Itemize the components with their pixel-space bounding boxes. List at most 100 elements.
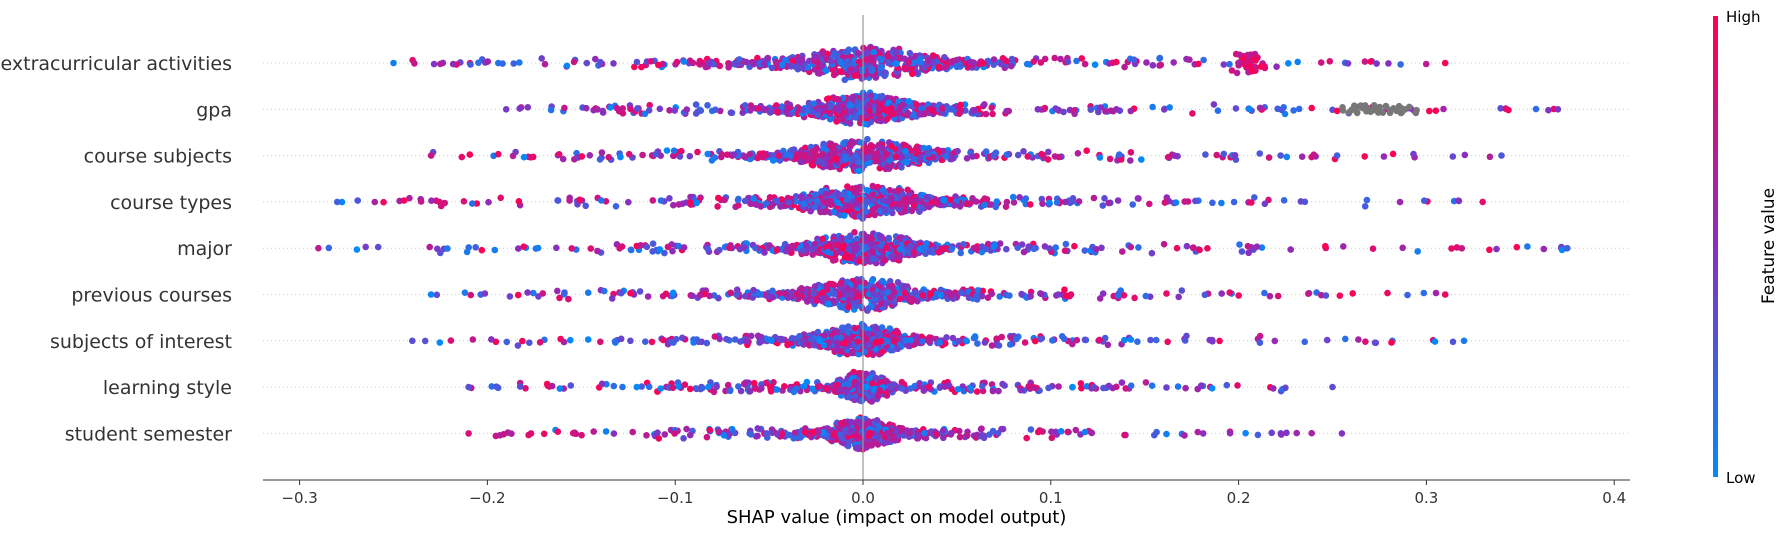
shap-point	[1164, 153, 1172, 161]
shap-point	[1277, 152, 1284, 159]
shap-point	[716, 62, 724, 70]
shap-point	[449, 60, 457, 68]
shap-point	[993, 335, 1000, 343]
shap-point	[441, 199, 449, 207]
shap-point	[752, 385, 759, 392]
shap-point	[909, 70, 916, 78]
shap-point	[841, 339, 849, 347]
shap-point	[1045, 148, 1052, 156]
shap-point	[1063, 292, 1070, 300]
shap-point	[1232, 105, 1240, 112]
shap-point	[746, 387, 754, 395]
shap-point	[1305, 290, 1312, 298]
shap-point	[681, 381, 689, 389]
shap-point	[1081, 336, 1089, 344]
shap-point	[1024, 153, 1031, 160]
shap-point	[631, 63, 638, 71]
shap-point	[1226, 60, 1233, 68]
shap-point	[1265, 154, 1273, 161]
shap-point	[1129, 201, 1136, 208]
shap-point	[989, 110, 996, 118]
shap-point	[855, 167, 863, 175]
shap-point	[1441, 291, 1449, 298]
shap-point	[1127, 382, 1135, 390]
shap-point	[1027, 201, 1034, 208]
shap-point	[888, 252, 895, 260]
shap-point	[1127, 107, 1135, 115]
shap-point	[1301, 338, 1308, 346]
shap-point	[759, 153, 766, 161]
shap-point	[907, 197, 914, 204]
shap-point	[673, 58, 681, 66]
shap-point	[750, 286, 757, 294]
shap-point	[865, 305, 872, 312]
shap-point	[855, 103, 862, 110]
shap-point	[693, 199, 700, 207]
shap-point	[481, 290, 489, 297]
shap-point	[1213, 151, 1220, 159]
shap-point	[967, 58, 975, 66]
shap-point	[885, 59, 892, 67]
shap-point	[825, 300, 832, 308]
shap-point	[1257, 63, 1265, 70]
shap-point	[953, 56, 960, 64]
shap-point	[752, 201, 760, 208]
shap-point	[596, 156, 604, 163]
shap-point	[886, 325, 894, 332]
shap-point	[956, 110, 963, 117]
shap-point	[325, 244, 333, 252]
shap-point	[983, 196, 991, 203]
shap-point	[884, 115, 891, 122]
shap-point	[578, 153, 586, 160]
shap-point	[617, 289, 625, 297]
shap-point	[1163, 384, 1170, 391]
shap-point	[434, 245, 441, 253]
shap-point	[679, 334, 686, 342]
shap-point	[782, 56, 789, 64]
shap-point	[836, 58, 844, 66]
shap-point	[882, 299, 890, 307]
shap-point	[881, 257, 889, 264]
shap-point	[519, 337, 526, 345]
shap-point	[711, 154, 719, 161]
shap-point	[1093, 246, 1100, 253]
shap-point	[1458, 245, 1466, 252]
shap-point	[1005, 107, 1012, 115]
shap-point	[1282, 384, 1289, 392]
shap-point	[742, 337, 750, 345]
shap-point	[374, 243, 382, 251]
shap-point	[800, 106, 807, 114]
shap-point	[625, 150, 633, 158]
shap-point	[885, 234, 892, 242]
shap-point	[1420, 197, 1428, 204]
shap-point	[974, 287, 981, 294]
shap-point	[831, 95, 838, 103]
shap-point	[554, 287, 561, 295]
shap-point	[1208, 385, 1216, 392]
shap-point	[656, 246, 664, 253]
shap-point	[991, 151, 998, 158]
shap-point-missing	[1395, 102, 1403, 110]
shap-point	[760, 60, 768, 67]
shap-point	[605, 153, 612, 161]
shap-point	[520, 153, 528, 161]
shap-point	[647, 58, 655, 65]
shap-point	[841, 48, 849, 56]
shap-point	[1388, 339, 1395, 346]
shap-point	[1010, 199, 1018, 206]
shap-point	[851, 72, 858, 79]
shap-point	[1008, 62, 1015, 70]
shap-point	[1200, 56, 1207, 64]
shap-point	[827, 57, 835, 65]
shap-point	[1266, 292, 1274, 300]
shap-point-missing	[1370, 102, 1378, 109]
shap-point	[922, 243, 929, 250]
shap-point	[869, 182, 876, 190]
shap-point	[849, 185, 856, 192]
shap-point	[1069, 340, 1076, 348]
shap-point	[437, 60, 444, 68]
shap-point	[947, 58, 955, 66]
shap-point	[583, 59, 591, 67]
shap-point	[769, 157, 777, 164]
shap-point	[927, 290, 934, 298]
